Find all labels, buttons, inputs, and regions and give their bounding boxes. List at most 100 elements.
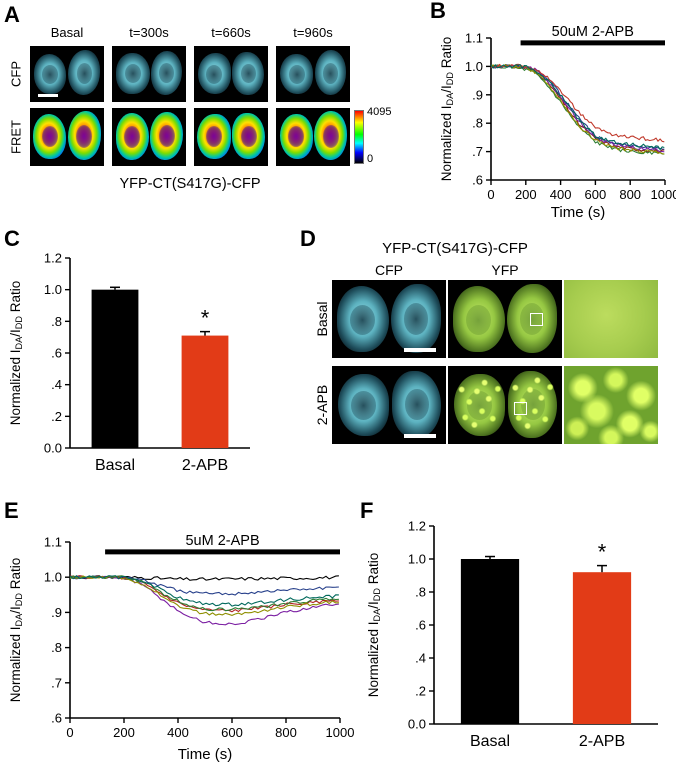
svg-text:0: 0 [487, 187, 494, 202]
svg-text:600: 600 [221, 725, 243, 740]
cell-nucleus [405, 389, 429, 421]
cell-body [452, 286, 505, 352]
panel-a-caption: YFP-CT(S417G)-CFP [119, 176, 261, 192]
svg-text:1.2: 1.2 [44, 251, 62, 266]
cell-nucleus [404, 303, 429, 335]
cell-body [196, 113, 231, 160]
cell-body [115, 113, 149, 160]
panel-c-letter: C [4, 226, 20, 251]
svg-text:0.0: 0.0 [408, 717, 426, 732]
inset-zoom-basal [564, 280, 658, 358]
svg-text:0: 0 [66, 725, 73, 740]
svg-text:1.2: 1.2 [408, 519, 426, 534]
cell-nucleus [520, 303, 545, 335]
cell-body [232, 51, 265, 95]
svg-text:.9: .9 [472, 87, 483, 102]
panel-f-letter: F [360, 498, 374, 523]
panel-a-row-label-fret: FRET [8, 120, 24, 154]
svg-text:Time (s): Time (s) [178, 746, 232, 763]
cell-body [280, 53, 313, 95]
colorbar-max-label: 4095 [367, 106, 392, 118]
svg-text:600: 600 [585, 187, 607, 202]
cell-nucleus [76, 125, 93, 148]
cell-body [116, 52, 150, 95]
panel-d-col-label-cfp: CFP [375, 262, 403, 278]
cell-body [151, 51, 183, 95]
svg-text:800: 800 [619, 187, 641, 202]
cell-body [67, 111, 102, 161]
cell-nucleus [206, 64, 223, 84]
panel-c-chart: 0.0 .2 .4 .6 .8 1.0 1.2 Basal 2-APB * [44, 251, 250, 474]
svg-text:0.0: 0.0 [44, 441, 62, 456]
svg-text:1.1: 1.1 [465, 31, 483, 46]
cell-body [68, 50, 101, 96]
puncta-overlay [508, 370, 558, 438]
svg-text:.6: .6 [415, 618, 426, 633]
cell-body [336, 286, 389, 352]
cell-nucleus [159, 63, 175, 84]
panel-d-col-label-yfp: YFP [491, 262, 519, 278]
panel-a-col-header-basal: Basal [50, 25, 84, 40]
micrograph-fret-basal [30, 108, 104, 166]
cell-nucleus [41, 126, 58, 148]
svg-text:200: 200 [515, 187, 537, 202]
micrograph-cfp-t960 [276, 46, 350, 102]
cell-body [150, 112, 184, 160]
svg-text:*: * [598, 540, 607, 565]
cell-body [232, 112, 266, 160]
svg-text:.6: .6 [472, 173, 483, 188]
svg-text:.9: .9 [51, 605, 62, 620]
cell-body [391, 283, 442, 353]
cell-nucleus [322, 125, 339, 148]
inset-zoom-2apb [564, 366, 658, 444]
panel-c-ylabel: Normalized IDA/IDD Ratio [8, 280, 24, 426]
svg-text:800: 800 [275, 725, 297, 740]
svg-text:.4: .4 [415, 651, 426, 666]
svg-text:2-APB: 2-APB [182, 457, 228, 474]
cell-body [337, 373, 389, 437]
panel-b-letter: B [430, 0, 446, 23]
panel-e-ylabel: Normalized IDA/IDD Ratio [8, 557, 24, 703]
cell-body [453, 373, 505, 437]
micrograph-d-cfp-2apb [332, 366, 446, 444]
fret-colorbar [354, 110, 364, 164]
panel-e-letter: E [4, 498, 19, 523]
cell-nucleus [76, 63, 92, 84]
svg-text:.6: .6 [51, 346, 62, 361]
svg-text:Time (s): Time (s) [551, 204, 605, 221]
micrograph-fret-t300 [112, 108, 186, 166]
cell-body [507, 283, 558, 353]
colorbar-min-label: 0 [367, 153, 374, 165]
svg-text:Basal: Basal [470, 733, 510, 750]
micrograph-d-yfp-2apb [448, 366, 562, 444]
cell-nucleus [288, 65, 305, 84]
svg-text:1.1: 1.1 [44, 535, 62, 550]
svg-text:1000: 1000 [326, 725, 355, 740]
svg-text:1000: 1000 [651, 187, 676, 202]
cell-body [197, 53, 231, 95]
panel-a-col-header-t960: t=960s [293, 25, 333, 40]
cell-nucleus [158, 125, 175, 148]
cell-nucleus [42, 65, 58, 84]
cell-body [33, 53, 67, 95]
cell-nucleus [240, 63, 256, 84]
panel-f-chart: 0.0 .2 .4 .6 .8 1.0 1.2 Basal 2-APB * [408, 519, 658, 750]
svg-text:1.0: 1.0 [408, 552, 426, 567]
panel-a-letter: A [4, 2, 20, 27]
panel-d-row-label-2apb: 2-APB [314, 384, 330, 426]
svg-text:.8: .8 [51, 314, 62, 329]
svg-text:Basal: Basal [95, 457, 135, 474]
cell-body [32, 113, 67, 160]
cell-nucleus [466, 304, 492, 335]
cell-nucleus [125, 64, 142, 84]
svg-text:.8: .8 [51, 640, 62, 655]
svg-text:5uM 2-APB: 5uM 2-APB [185, 533, 259, 549]
cell-body [314, 111, 348, 161]
micrograph-d-yfp-basal [448, 280, 562, 358]
cell-nucleus [124, 126, 141, 148]
svg-text:.7: .7 [472, 144, 483, 159]
micrograph-cfp-basal [30, 46, 104, 102]
svg-text:.4: .4 [51, 377, 62, 392]
svg-text:.6: .6 [51, 711, 62, 726]
svg-text:2-APB: 2-APB [579, 733, 625, 750]
